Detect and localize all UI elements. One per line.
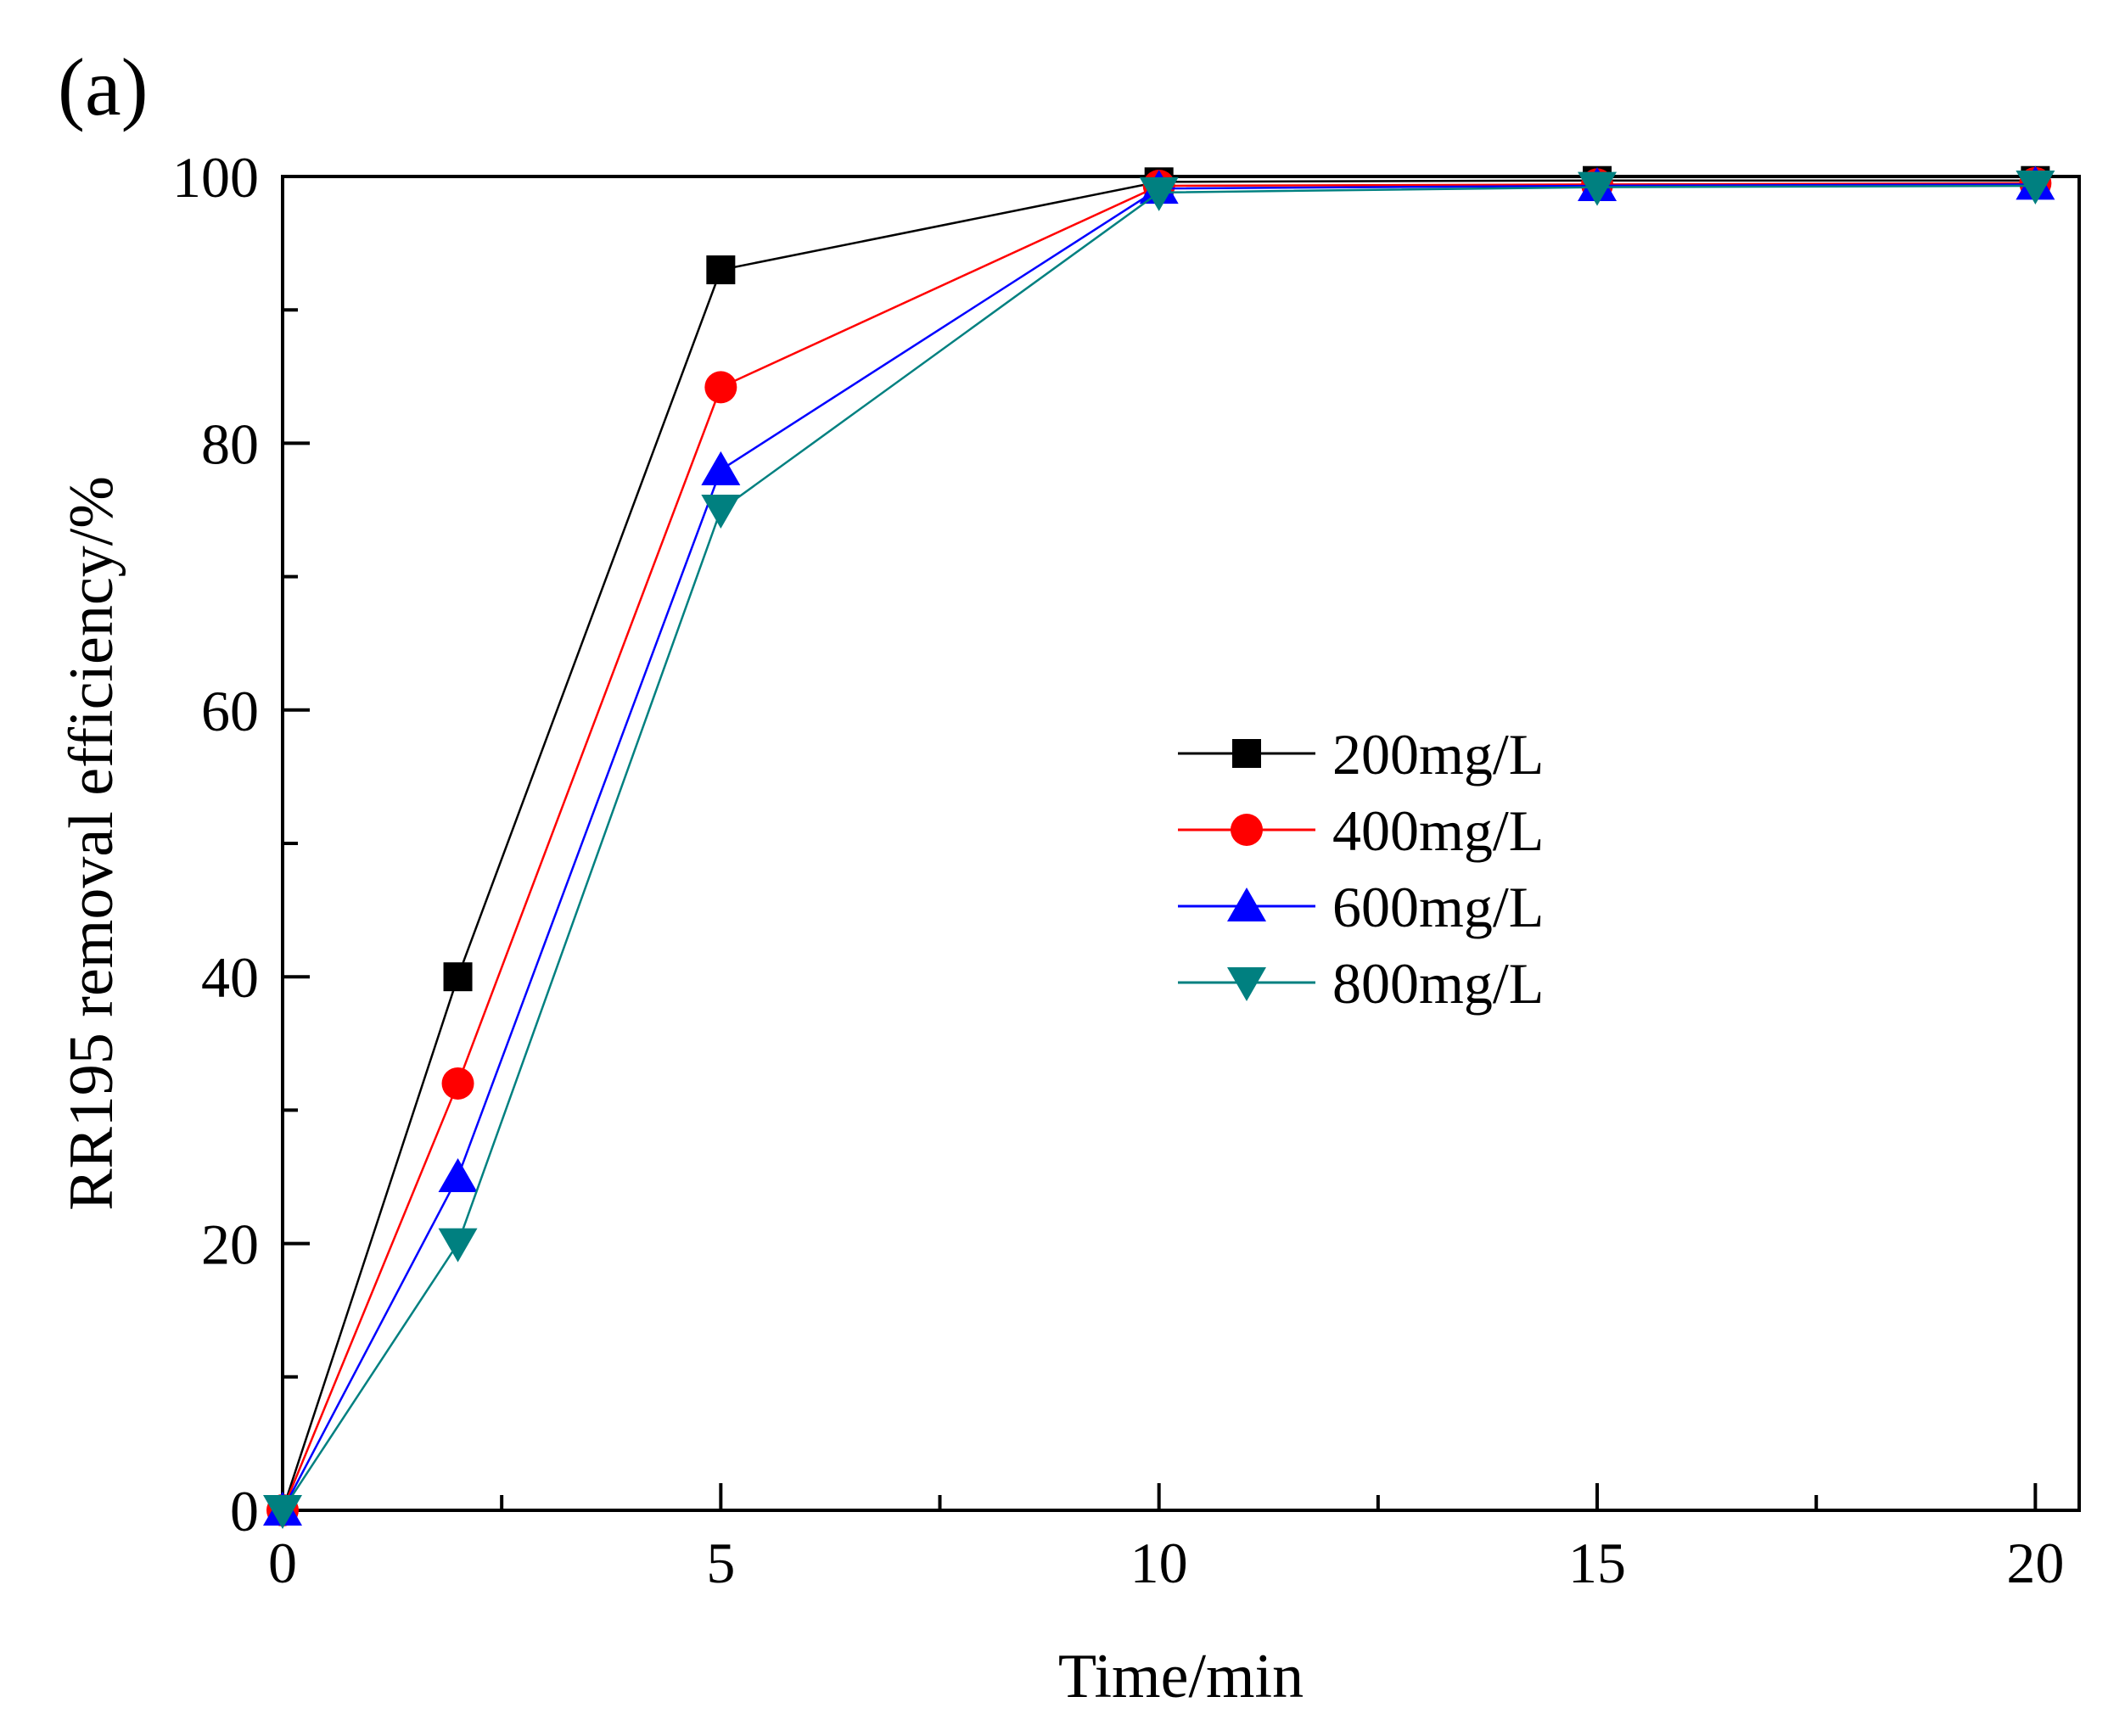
x-tick-label: 0 [268,1531,297,1595]
x-tick-label: 20 [2006,1531,2064,1595]
legend-label-800mg-l: 800mg/L [1332,951,1544,1016]
panel-label: (a) [58,42,149,132]
data-point-400mg-l [704,371,737,404]
legend-marker-800mg-l [1227,967,1266,1001]
legend-label-600mg-l: 600mg/L [1332,875,1544,939]
plot-frame [281,175,2081,1512]
y-tick-label: 100 [172,145,259,210]
data-point-800mg-l [701,495,741,529]
series-group [263,165,2055,1529]
axes: 0 5 10 15 20 0 20 40 60 80 100 Time/min RR195 remova… [57,145,2081,1711]
data-point-800mg-l [1139,176,1179,211]
data-point-200mg-l [706,255,736,285]
x-tick-label: 10 [1130,1531,1188,1595]
y-axis-title: RR195 removal efficiency/% [57,476,126,1211]
y-tick-label: 20 [201,1212,259,1277]
data-point-600mg-l [438,1158,478,1192]
y-tick-label: 0 [230,1479,259,1543]
legend-marker-200mg-l [1232,739,1261,768]
x-axis-title: Time/min [1058,1642,1304,1711]
legend-marker-400mg-l [1231,814,1263,846]
legend-marker-600mg-l [1227,888,1266,921]
series-line-400mg-l [281,182,2036,1511]
legend-label-400mg-l: 400mg/L [1332,798,1544,863]
data-point-800mg-l [2016,171,2055,205]
series-line-200mg-l [281,179,2036,1511]
series-line-600mg-l [281,183,2036,1511]
x-tick-label: 5 [706,1531,735,1595]
y-tick-label: 60 [201,679,259,743]
legend-label-200mg-l: 200mg/L [1332,722,1544,787]
y-tick-label: 80 [201,412,259,476]
data-point-400mg-l [441,1067,474,1100]
data-point-800mg-l [438,1228,478,1263]
data-point-600mg-l [701,451,741,485]
data-point-800mg-l [1578,171,1618,206]
series-line-800mg-l [281,184,2036,1511]
y-tick-label: 40 [201,945,259,1010]
legend: 200mg/L 400mg/L 600mg/L 800mg/L [1178,722,1544,1016]
x-tick-label: 15 [1568,1531,1626,1595]
data-point-200mg-l [443,962,473,992]
data-point-800mg-l [263,1495,302,1529]
